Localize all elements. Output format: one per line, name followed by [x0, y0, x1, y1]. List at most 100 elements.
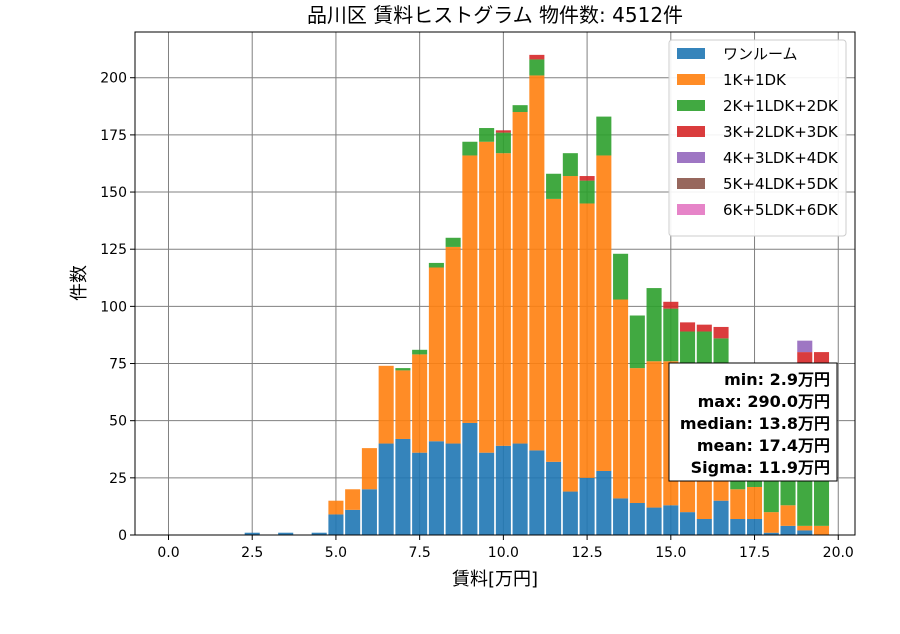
bar-0-19	[596, 470, 612, 535]
bar-1-10	[445, 246, 461, 444]
legend: ワンルーム 1K+1DK 2K+1LDK+2DK 3K+2LDK+3DK 4K+3LDK…	[668, 39, 847, 237]
bar-1-13	[495, 153, 511, 446]
legend-label: 5K+4LDK+5DK	[723, 175, 839, 193]
bar-2-12	[479, 128, 495, 142]
legend-swatch	[677, 74, 705, 85]
x-axis-label: 賃料[万円]	[452, 569, 538, 590]
bar-0-18	[579, 477, 595, 535]
bar-0-31	[797, 530, 813, 535]
bar-3-23	[663, 301, 679, 309]
bar-2-7	[395, 368, 411, 371]
bar-1-15	[529, 75, 545, 451]
bar-0-15	[529, 450, 545, 535]
bar-0-12	[479, 452, 495, 535]
bar-2-15	[529, 59, 545, 76]
bar-2-13	[495, 132, 511, 154]
x-tick-label: 5.0	[325, 545, 347, 561]
bar-0-20	[613, 498, 629, 535]
bar-1-6	[378, 365, 394, 444]
bar-0-7	[395, 438, 411, 535]
legend-swatch	[677, 152, 705, 163]
bar-0-8	[412, 452, 428, 535]
bar-0-13	[495, 445, 511, 535]
bar-2-22	[646, 288, 662, 362]
stats-line: median: 13.8万円	[680, 414, 830, 433]
plot-frame	[134, 31, 856, 536]
y-tick-label: 175	[100, 128, 127, 144]
x-tick-label: 12.5	[572, 545, 603, 561]
stats-box: min: 2.9万円 max: 290.0万円 median: 13.8万円 mean…	[668, 362, 838, 482]
bar-3-32	[813, 352, 830, 364]
bar-0-28	[747, 518, 763, 535]
bar-1-30	[780, 505, 796, 526]
y-tick-label: 25	[109, 471, 127, 487]
legend-label: 6K+5LDK+6DK	[723, 201, 839, 219]
bar-1-32	[813, 525, 830, 535]
bar-2-10	[445, 237, 461, 247]
legend-swatch	[677, 48, 705, 59]
bar-3-25	[696, 324, 712, 332]
bar-1-17	[562, 176, 578, 492]
bar-1-18	[579, 203, 595, 478]
bar-0-0	[244, 532, 260, 535]
bar-0-23	[663, 505, 679, 535]
bar-0-29	[763, 532, 779, 535]
legend-swatch	[677, 100, 705, 111]
bar-2-18	[579, 180, 595, 204]
bar-2-20	[613, 253, 629, 300]
bar-0-14	[512, 443, 528, 535]
x-tick-label: 0.0	[157, 545, 179, 561]
x-tick-label: 17.5	[739, 545, 770, 561]
bar-0-1	[278, 532, 294, 535]
bar-0-17	[562, 491, 578, 535]
legend-label: 2K+1LDK+2DK	[723, 97, 839, 115]
y-tick-label: 50	[109, 414, 127, 430]
bar-4-31	[797, 340, 813, 353]
bar-1-14	[512, 112, 528, 444]
stats-frame	[668, 362, 838, 482]
bar-2-21	[629, 315, 645, 369]
bar-2-17	[562, 153, 578, 177]
bar-0-16	[546, 461, 562, 535]
bar-1-7	[395, 370, 411, 439]
legend-label: 1K+1DK	[723, 71, 787, 89]
bar-2-16	[546, 173, 562, 199]
stats-line: min: 2.9万円	[724, 370, 830, 389]
bar-1-16	[546, 198, 562, 462]
bar-0-21	[629, 502, 645, 535]
legend-swatch	[677, 204, 705, 215]
bar-2-19	[596, 116, 612, 156]
x-tick-label: 2.5	[241, 545, 263, 561]
y-tick-label: 75	[109, 357, 127, 373]
y-tick-label: 200	[100, 71, 127, 87]
bar-0-24	[680, 512, 696, 535]
bar-0-11	[462, 422, 478, 535]
bar-1-31	[797, 525, 813, 531]
bar-3-18	[579, 176, 595, 181]
y-tick-label: 0	[118, 528, 127, 544]
bar-3-13	[495, 130, 511, 133]
x-tick-label: 15.0	[655, 545, 686, 561]
bar-1-8	[412, 354, 428, 453]
bar-0-26	[713, 500, 729, 535]
bar-0-22	[646, 507, 662, 535]
bar-3-15	[529, 54, 545, 60]
bar-1-20	[613, 299, 629, 499]
legend-frame	[668, 39, 847, 237]
y-axis-ticks: 0 25 50 75 100 125 150 175 200	[100, 71, 135, 544]
stats-line: max: 290.0万円	[698, 392, 830, 411]
bar-1-22	[646, 361, 662, 508]
bar-3-26	[713, 326, 729, 339]
bar-1-5	[361, 448, 377, 490]
bar-0-10	[445, 443, 461, 535]
legend-swatch	[677, 178, 705, 189]
bar-0-2	[311, 532, 327, 535]
legend-label: ワンルーム	[723, 45, 798, 63]
bar-0-6	[378, 443, 394, 535]
bar-0-5	[361, 489, 377, 535]
chart-title: 品川区 賃料ヒストグラム 物件数: 4512件	[307, 3, 683, 27]
bar-1-11	[462, 155, 478, 423]
bar-2-14	[512, 105, 528, 113]
bar-0-25	[696, 518, 712, 535]
